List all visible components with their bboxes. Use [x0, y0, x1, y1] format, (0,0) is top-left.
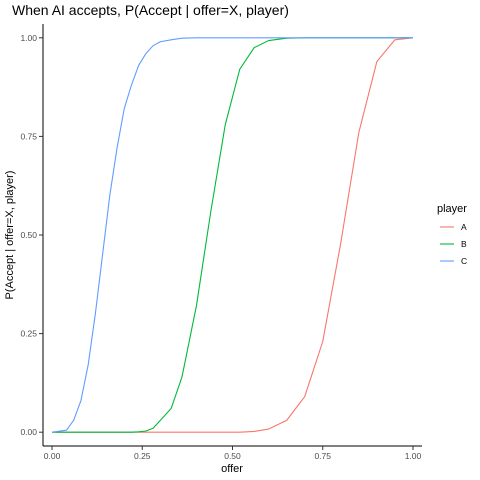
x-axis-label: offer [221, 463, 243, 475]
x-tick-label: 0.25 [134, 451, 151, 461]
y-axis-ticks: 0.00 0.25 0.50 0.75 1.00 [20, 33, 43, 437]
y-tick-label: 0.50 [20, 230, 37, 240]
legend-label-c: C [461, 256, 467, 266]
series-line-c [51, 37, 413, 433]
x-tick-label: 1.00 [405, 451, 422, 461]
legend-label-a: A [461, 222, 467, 232]
legend-title: player [437, 203, 467, 215]
x-tick-label: 0.50 [224, 451, 241, 461]
legend: player ABC [437, 203, 467, 266]
y-tick-label: 0.00 [20, 427, 37, 437]
chart-title: When AI accepts, P(Accept | offer=X, pla… [12, 2, 289, 18]
x-axis-ticks: 0.00 0.25 0.50 0.75 1.00 [44, 446, 422, 461]
y-tick-label: 0.75 [20, 131, 37, 141]
y-axis-label: P(Accept | offer=X, player) [4, 171, 16, 300]
legend-label-b: B [461, 239, 467, 249]
x-tick-label: 0.00 [44, 451, 61, 461]
y-tick-label: 1.00 [20, 33, 37, 43]
x-tick-label: 0.75 [314, 451, 331, 461]
series-line-b [52, 37, 413, 433]
plot-area [51, 37, 414, 433]
y-tick-label: 0.25 [20, 329, 37, 339]
